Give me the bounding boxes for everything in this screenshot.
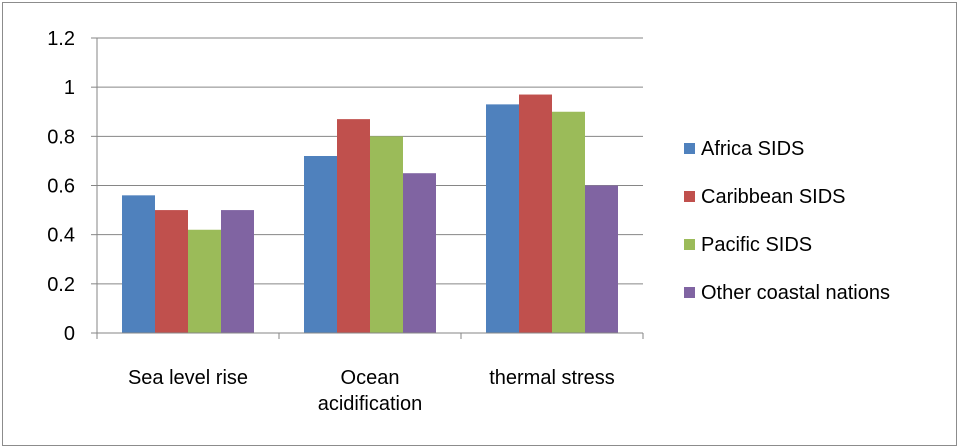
legend-swatch: [684, 239, 695, 250]
bar: [221, 210, 254, 333]
legend-swatch: [684, 143, 695, 154]
legend-label: Africa SIDS: [701, 138, 804, 160]
y-tick-label: 1: [64, 77, 75, 99]
bar: [370, 136, 403, 333]
legend: Africa SIDS Caribbean SIDS Pacific SIDS Oth…: [684, 138, 890, 304]
y-tick-label: 0: [64, 323, 75, 345]
x-tick-label: Ocean acidification: [318, 367, 423, 415]
y-tick-label: 0.8: [47, 126, 75, 148]
y-tick-label: 1.2: [47, 28, 75, 50]
legend-label: Caribbean SIDS: [701, 186, 846, 208]
bar: [486, 104, 519, 333]
bar: [585, 185, 618, 333]
bar: [519, 94, 552, 334]
x-tick-label: Sea level rise: [128, 367, 248, 389]
y-tick-label: 0.4: [47, 225, 75, 247]
legend-swatch: [684, 191, 695, 202]
y-tick-label: 0.2: [47, 274, 75, 296]
bar-chart: 0 0.2 0.4 0.6 0.8 1 1.2 Sea level rise Ocean acid…: [47, 28, 890, 415]
bar: [337, 119, 370, 333]
bar: [403, 173, 436, 333]
axes: 0 0.2 0.4 0.6 0.8 1 1.2 Sea level rise Ocean acid…: [47, 28, 644, 415]
bar: [304, 156, 337, 333]
bar: [552, 111, 585, 333]
legend-swatch: [684, 287, 695, 298]
legend-label: Other coastal nations: [701, 282, 890, 304]
legend-label: Pacific SIDS: [701, 234, 812, 256]
bar: [155, 210, 188, 333]
y-tick-label: 0.6: [47, 176, 75, 198]
bar: [188, 229, 221, 333]
bar: [122, 195, 155, 333]
x-tick-label: thermal stress: [489, 367, 615, 389]
bars: [122, 94, 618, 334]
